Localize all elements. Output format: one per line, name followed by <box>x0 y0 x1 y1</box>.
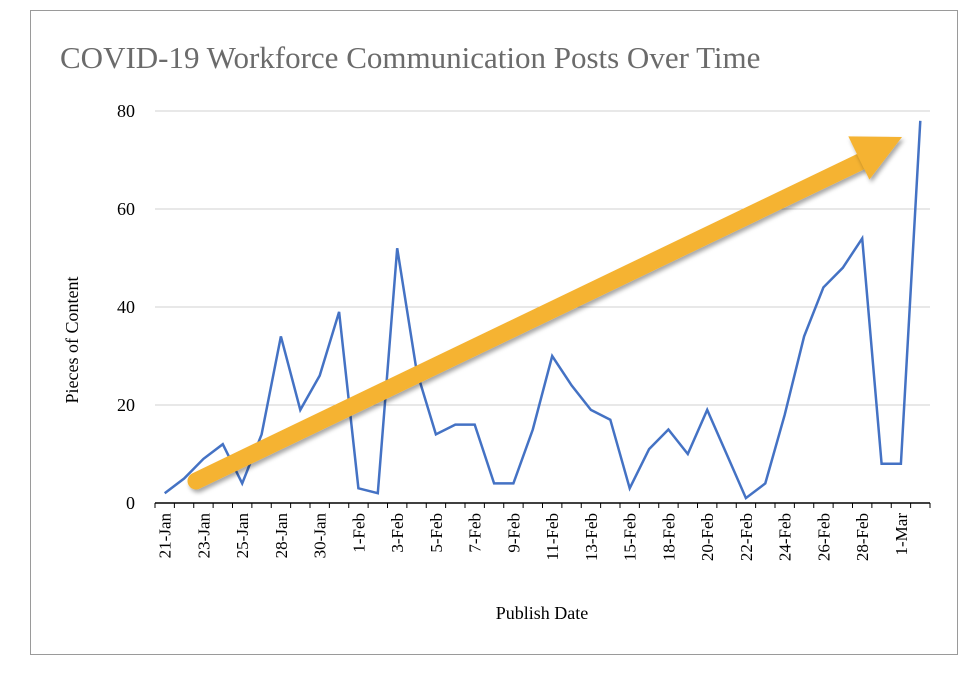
x-tick-label: 23-Jan <box>194 513 213 559</box>
trend-arrow-shaft <box>187 152 871 490</box>
x-tick-label: 15-Feb <box>621 513 640 561</box>
x-tick-label: 13-Feb <box>582 513 601 561</box>
x-tick-label: 25-Jan <box>233 513 252 559</box>
x-tick-label: 20-Feb <box>698 513 717 561</box>
x-tick-label: 24-Feb <box>776 513 795 561</box>
x-tick-label: 9-Feb <box>504 513 523 553</box>
trend-arrow-head <box>848 136 902 180</box>
series-line <box>163 120 922 501</box>
x-tick-label: 1-Mar <box>892 513 911 556</box>
x-tick-label: 1-Feb <box>349 513 368 553</box>
x-tick-label: 3-Feb <box>388 513 407 553</box>
y-tick-label: 0 <box>126 493 135 513</box>
x-tick-label: 28-Feb <box>853 513 872 561</box>
y-tick-label: 80 <box>117 101 135 121</box>
x-tick-label: 21-Jan <box>156 513 175 559</box>
x-tick-label: 5-Feb <box>427 513 446 553</box>
x-axis-title: Publish Date <box>496 603 589 623</box>
y-tick-label: 60 <box>117 199 135 219</box>
x-tick-label: 26-Feb <box>814 513 833 561</box>
y-tick-label: 40 <box>117 297 135 317</box>
x-tick-label: 11-Feb <box>543 513 562 561</box>
chart-title: COVID-19 Workforce Communication Posts O… <box>60 40 761 75</box>
x-tick-label: 7-Feb <box>466 513 485 553</box>
x-tick-label: 18-Feb <box>659 513 678 561</box>
x-tick-label: 28-Jan <box>272 513 291 559</box>
y-tick-label: 20 <box>117 395 135 415</box>
x-tick-label: 22-Feb <box>737 513 756 561</box>
x-tick-label: 30-Jan <box>311 513 330 559</box>
y-axis-title: Pieces of Content <box>62 277 82 404</box>
